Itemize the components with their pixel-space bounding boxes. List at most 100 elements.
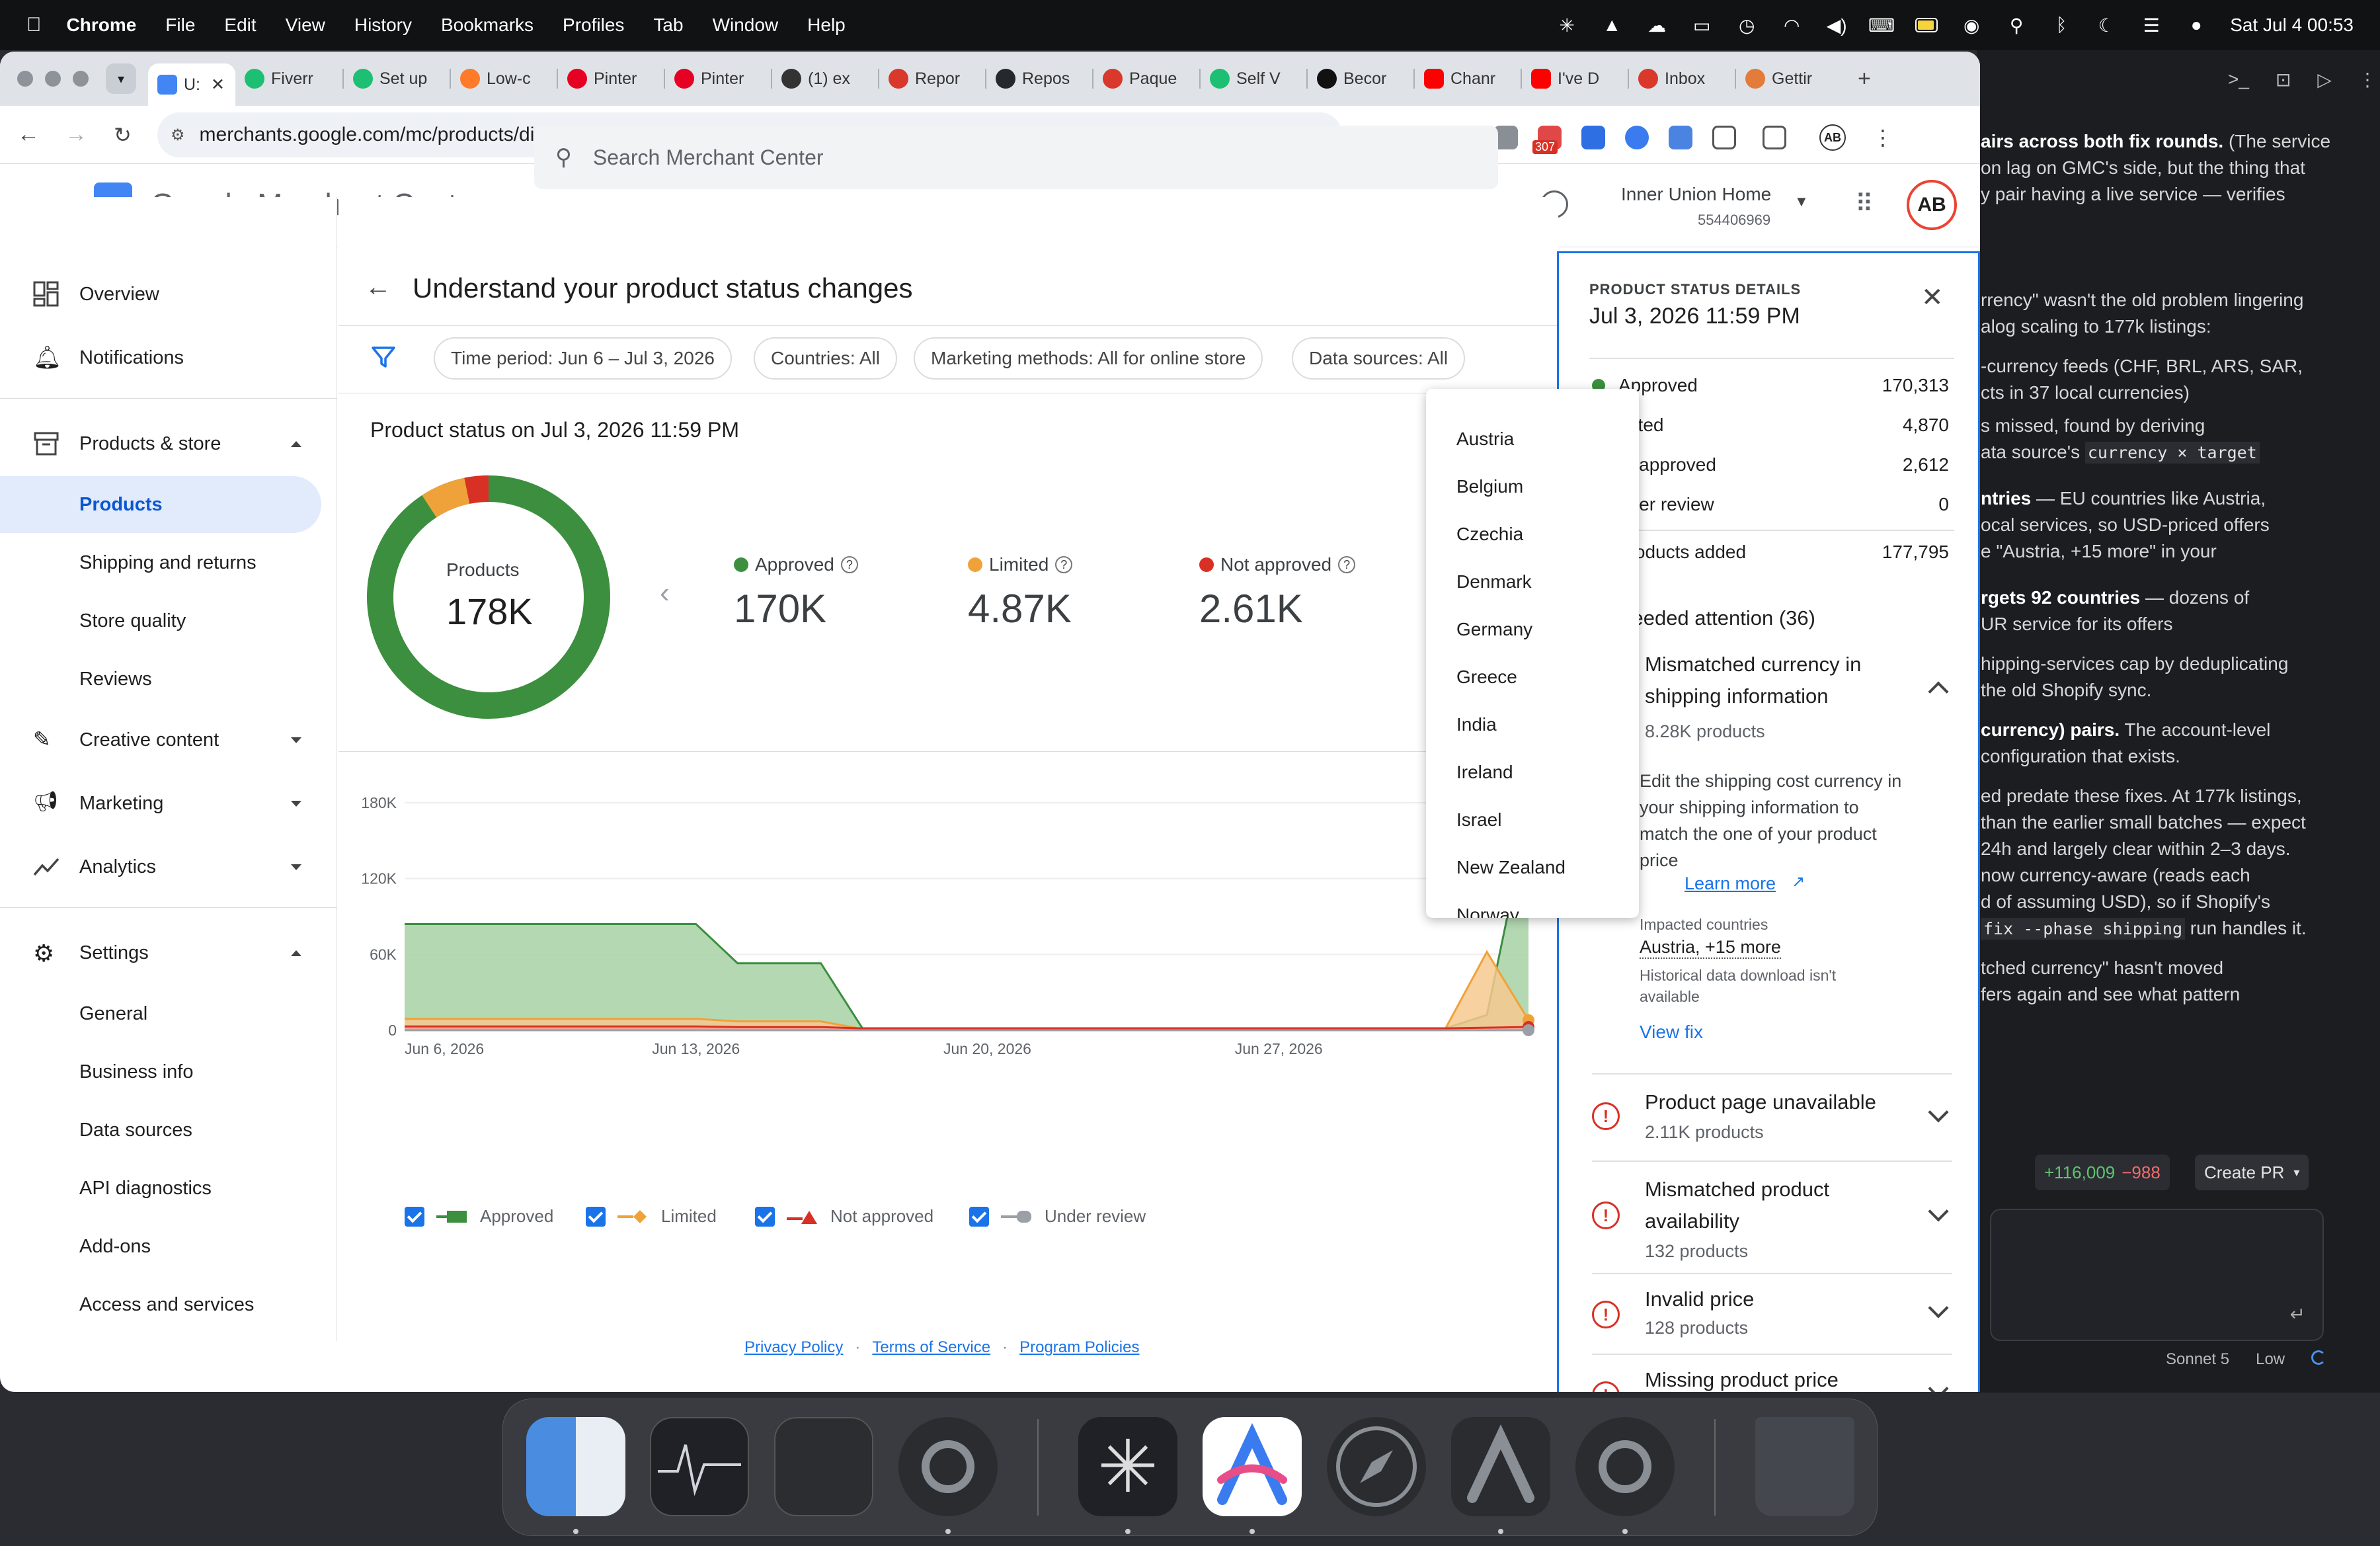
extension-icon[interactable] — [1581, 126, 1605, 149]
country-option[interactable]: India — [1456, 714, 1497, 735]
terminal-icon[interactable]: >_ — [2228, 69, 2249, 89]
play-icon[interactable]: ▷ — [2317, 69, 2332, 90]
sidebar-item-access[interactable]: Access and services — [0, 1276, 321, 1333]
sidebar-item-data-sources[interactable]: Data sources — [0, 1102, 321, 1159]
sidebar-item-api-diagnostics[interactable]: API diagnostics — [0, 1160, 321, 1217]
sidebar-item-business-info[interactable]: Business info — [0, 1043, 321, 1100]
menu-edit[interactable]: Edit — [209, 15, 256, 35]
sidebar-item-overview[interactable]: Overview — [0, 266, 321, 323]
control-center-icon[interactable]: ☰ — [2143, 15, 2160, 36]
chrome-menu-icon[interactable]: ⋮ — [1872, 126, 1893, 149]
tab-search-button[interactable]: ▾ — [106, 63, 136, 94]
learn-more-link[interactable]: Learn more — [1685, 874, 1776, 893]
issue-expanded[interactable]: Mismatched currency in shipping informat… — [1592, 649, 1952, 1007]
user-icon[interactable]: ◉ — [1963, 15, 1980, 36]
profile-avatar[interactable]: AB — [1819, 124, 1846, 151]
menu-app-name[interactable]: Chrome — [52, 15, 137, 35]
enter-icon[interactable]: ↵ — [2289, 1304, 2305, 1324]
terms-link[interactable]: Terms of Service — [872, 1338, 991, 1356]
sidebar-item-notifications[interactable]: 🔔︎ Notifications — [0, 329, 321, 386]
chevron-left-icon[interactable]: ‹ — [660, 577, 670, 609]
menu-profiles[interactable]: Profiles — [547, 15, 624, 35]
menu-view[interactable]: View — [270, 15, 325, 35]
window-minimize-button[interactable] — [45, 71, 61, 87]
tab[interactable]: Inbox — [1629, 60, 1735, 98]
menu-history[interactable]: History — [339, 15, 412, 35]
tab[interactable]: Low-c — [451, 60, 557, 98]
country-option[interactable]: Germany — [1456, 619, 1533, 639]
prompt-input[interactable]: ↵ — [1990, 1209, 2324, 1341]
effort-selector[interactable]: Low — [2256, 1350, 2285, 1368]
search-input[interactable]: Search Merchant Center — [592, 145, 824, 169]
close-icon[interactable]: ✕ — [211, 75, 225, 94]
notes-icon[interactable] — [774, 1417, 873, 1516]
menu-help[interactable]: Help — [792, 15, 846, 35]
search-bar[interactable]: ⚲ Search Merchant Center — [534, 126, 1498, 189]
legend-under-review[interactable]: Under review — [969, 1206, 1146, 1227]
account-name[interactable]: Inner Union Home — [1621, 184, 1772, 204]
arc-icon[interactable]: ▲ — [1603, 15, 1622, 35]
chevron-down-icon[interactable]: ▾ — [2293, 1165, 2300, 1179]
country-option[interactable]: Austria — [1456, 428, 1515, 449]
sparkle-icon[interactable]: ✳ — [1559, 15, 1575, 36]
battery-icon[interactable] — [1915, 16, 1938, 34]
help-icon[interactable]: ? — [840, 556, 858, 573]
safari-icon[interactable] — [1327, 1417, 1426, 1516]
account-dropdown-icon[interactable]: ▼ — [1794, 193, 1809, 210]
chevron-up-icon[interactable] — [1928, 681, 1949, 702]
chevron-down-icon[interactable] — [1928, 1378, 1949, 1392]
tab[interactable]: Paque — [1093, 60, 1199, 98]
time-machine-icon[interactable]: ◷ — [1738, 15, 1755, 36]
legend-limited[interactable]: Limited — [586, 1206, 717, 1227]
country-option[interactable]: Ireland — [1456, 762, 1513, 782]
chrome-icon[interactable] — [898, 1417, 998, 1516]
menu-clock[interactable]: Sat Jul 4 00:53 — [2230, 15, 2354, 35]
translate-icon[interactable] — [1669, 126, 1692, 149]
bluetooth-icon[interactable]: ᛒ — [2055, 15, 2067, 35]
reload-icon[interactable]: ↻ — [114, 122, 132, 147]
menu-window[interactable]: Window — [697, 15, 779, 35]
chevron-down-icon[interactable] — [1928, 1102, 1949, 1123]
tab[interactable]: Pinter — [665, 60, 771, 98]
forward-icon[interactable]: → — [65, 122, 87, 147]
screenshot-icon[interactable] — [1763, 126, 1786, 149]
filter-icon[interactable] — [370, 344, 397, 370]
legend-not-approved[interactable]: Not approved — [755, 1206, 933, 1227]
filter-chip-data-sources[interactable]: Data sources: All — [1292, 337, 1466, 380]
extension-icon[interactable]: 307 — [1532, 126, 1562, 154]
account-avatar[interactable]: AB — [1907, 180, 1957, 230]
view-fix-link[interactable]: View fix — [1640, 1022, 1703, 1042]
issue-item[interactable]: ! Invalid price 128 products — [1592, 1273, 1952, 1354]
filter-chip-countries[interactable]: Countries: All — [754, 337, 897, 380]
issue-item[interactable]: ! Product page unavailable 2.11K product… — [1592, 1073, 1952, 1160]
arc-browser-icon[interactable] — [1203, 1417, 1302, 1516]
tab[interactable]: Self V — [1201, 60, 1306, 98]
keyboard-icon[interactable]: ⌨ — [1868, 15, 1895, 36]
sidebar-item-addons[interactable]: Add-ons — [0, 1218, 321, 1275]
tab[interactable]: Fiverr — [235, 60, 342, 98]
moon-icon[interactable]: ☾ — [2098, 15, 2115, 36]
help-icon[interactable]: ? — [1338, 556, 1356, 573]
country-option[interactable]: Israel — [1456, 809, 1502, 830]
sidebar-item-creative[interactable]: ✎ Creative content — [0, 712, 321, 768]
extension-icon[interactable] — [1625, 126, 1649, 149]
spotlight-icon[interactable]: ⚲ — [2009, 15, 2024, 36]
back-arrow-icon[interactable]: ← — [365, 272, 391, 302]
chevron-down-icon[interactable] — [1928, 1297, 1949, 1319]
sidebar-item-reviews[interactable]: Reviews — [0, 651, 321, 708]
siri-icon[interactable]: ● — [2190, 15, 2202, 35]
sidebar-item-marketing[interactable]: 📢︎ Marketing — [0, 775, 321, 832]
checkbox[interactable] — [969, 1206, 989, 1227]
sidebar-item-products[interactable]: Products — [0, 476, 321, 533]
tab[interactable]: Gettir — [1736, 60, 1842, 98]
country-option[interactable]: New Zealand — [1456, 857, 1566, 877]
apple-icon[interactable]:  — [26, 14, 42, 36]
wifi-icon[interactable]: ◠ — [1783, 15, 1800, 36]
tab[interactable]: I've D — [1522, 60, 1628, 98]
window-zoom-button[interactable] — [73, 71, 89, 87]
new-tab-icon[interactable]: + — [1858, 65, 1871, 91]
site-info-icon[interactable]: ⚙ — [171, 126, 185, 144]
cloud-icon[interactable]: ☁ — [1647, 15, 1667, 36]
back-icon[interactable]: ← — [17, 122, 40, 147]
puzzle-icon[interactable] — [1712, 126, 1736, 149]
